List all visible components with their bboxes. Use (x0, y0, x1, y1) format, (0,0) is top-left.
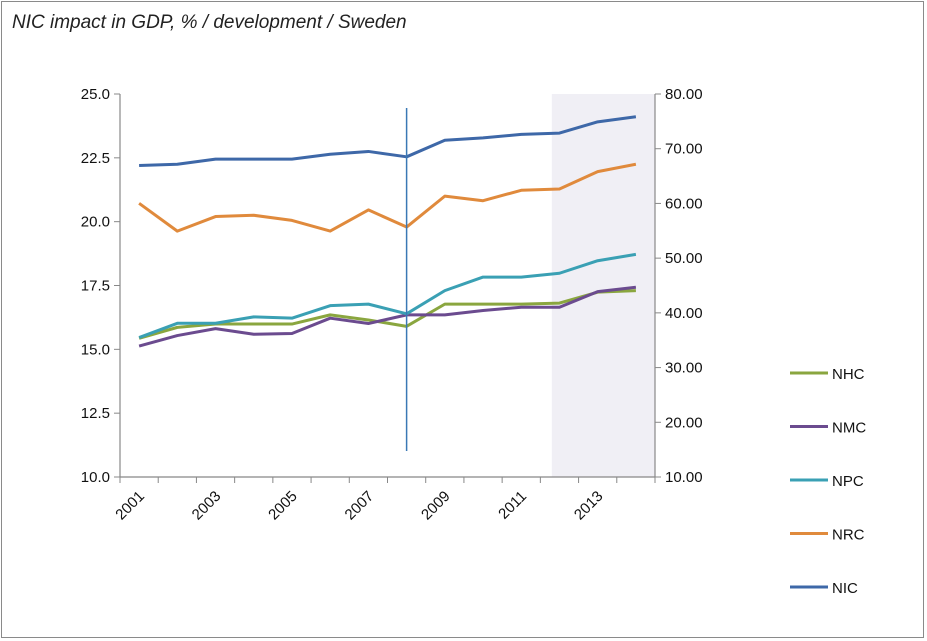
left-y-tick-label: 22.5 (81, 150, 110, 167)
right-y-tick-label: 50.00 (665, 250, 703, 267)
legend-label-nrc: NRC (832, 527, 865, 544)
shaded-forecast-region (551, 94, 655, 477)
series-line-nhc (138, 289, 636, 340)
left-y-tick-label: 20.0 (81, 214, 110, 231)
right-y-tick-label: 20.00 (665, 414, 703, 431)
left-y-tick-label: 10.0 (81, 469, 110, 486)
x-tick-label: 2007 (342, 488, 378, 524)
right-y-tick-label: 60.00 (665, 195, 703, 212)
x-tick-label: 2009 (418, 488, 454, 524)
right-y-tick-label: 70.00 (665, 141, 703, 158)
left-y-tick-label: 15.0 (81, 341, 110, 358)
x-tick-label: 2013 (571, 488, 607, 524)
right-y-tick-label: 80.00 (665, 86, 703, 103)
left-y-tick-label: 25.0 (81, 86, 110, 103)
left-y-tick-label: 12.5 (81, 405, 110, 422)
series-line-nmc (138, 285, 637, 348)
series-line-nic (139, 115, 637, 167)
legend-label-nhc: NHC (832, 366, 865, 383)
right-y-tick-label: 10.00 (665, 469, 703, 486)
right-y-tick-label: 30.00 (665, 360, 703, 377)
x-tick-label: 2001 (112, 488, 148, 524)
legend-label-nic: NIC (832, 580, 858, 597)
chart-title: NIC impact in GDP, % / development / Swe… (12, 12, 407, 33)
right-y-tick-label: 40.00 (665, 305, 703, 322)
legend-label-nmc: NMC (832, 420, 866, 437)
legend-label-npc: NPC (832, 473, 864, 490)
x-tick-label: 2003 (189, 488, 225, 524)
x-tick-label: 2005 (265, 488, 301, 524)
series-line-nrc (138, 162, 637, 233)
x-tick-label: 2011 (495, 488, 530, 523)
left-y-tick-label: 17.5 (81, 278, 110, 295)
series-line-npc (138, 252, 637, 339)
